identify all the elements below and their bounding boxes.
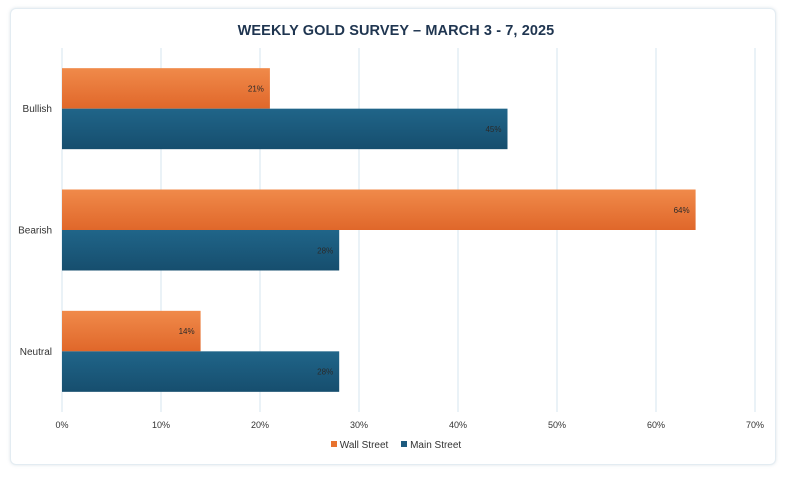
x-tick-label: 50% bbox=[548, 420, 566, 430]
data-label: 28% bbox=[317, 368, 333, 377]
x-tick-label: 20% bbox=[251, 420, 269, 430]
x-tick-label: 30% bbox=[350, 420, 368, 430]
legend-item-main-street[interactable]: Main Street bbox=[401, 440, 461, 451]
chart-title: WEEKLY GOLD SURVEY – MARCH 3 - 7, 2025 bbox=[237, 23, 555, 39]
bar-wall-street-bearish[interactable] bbox=[62, 189, 696, 231]
legend-label-main-street: Main Street bbox=[410, 440, 462, 451]
bar-main-street-neutral[interactable] bbox=[62, 351, 340, 392]
legend-swatch-wall-street bbox=[330, 441, 337, 447]
bar-main-street-bearish[interactable] bbox=[62, 230, 340, 271]
data-label: 28% bbox=[317, 246, 333, 255]
legend: Wall Street Main Street bbox=[0, 440, 792, 451]
data-label: 45% bbox=[485, 125, 501, 134]
data-label: 64% bbox=[674, 206, 690, 215]
data-label: 14% bbox=[179, 327, 195, 336]
labels: 0% 10% 20% 30% 40% 50% 60% 70% Bullish 21% 45% Bear… bbox=[18, 84, 764, 430]
x-tick-label: 40% bbox=[449, 420, 467, 430]
x-tick-label: 60% bbox=[647, 420, 665, 430]
bar-main-street-bullish[interactable] bbox=[62, 108, 508, 150]
x-tick-label: 70% bbox=[746, 420, 764, 430]
bar-wall-street-neutral[interactable] bbox=[62, 310, 201, 352]
category-label: Neutral bbox=[20, 347, 52, 358]
category-label: Bearish bbox=[18, 226, 52, 237]
bar-wall-street-bullish[interactable] bbox=[62, 68, 270, 109]
x-tick-label: 0% bbox=[55, 420, 68, 430]
legend-label-wall-street: Wall Street bbox=[339, 440, 389, 451]
data-label: 21% bbox=[248, 84, 264, 93]
category-label: Bullish bbox=[23, 104, 52, 115]
legend-item-wall-street[interactable]: Wall Street bbox=[330, 440, 389, 451]
x-tick-label: 10% bbox=[152, 420, 170, 430]
legend-swatch-main-street bbox=[401, 441, 408, 447]
bars bbox=[62, 68, 696, 392]
